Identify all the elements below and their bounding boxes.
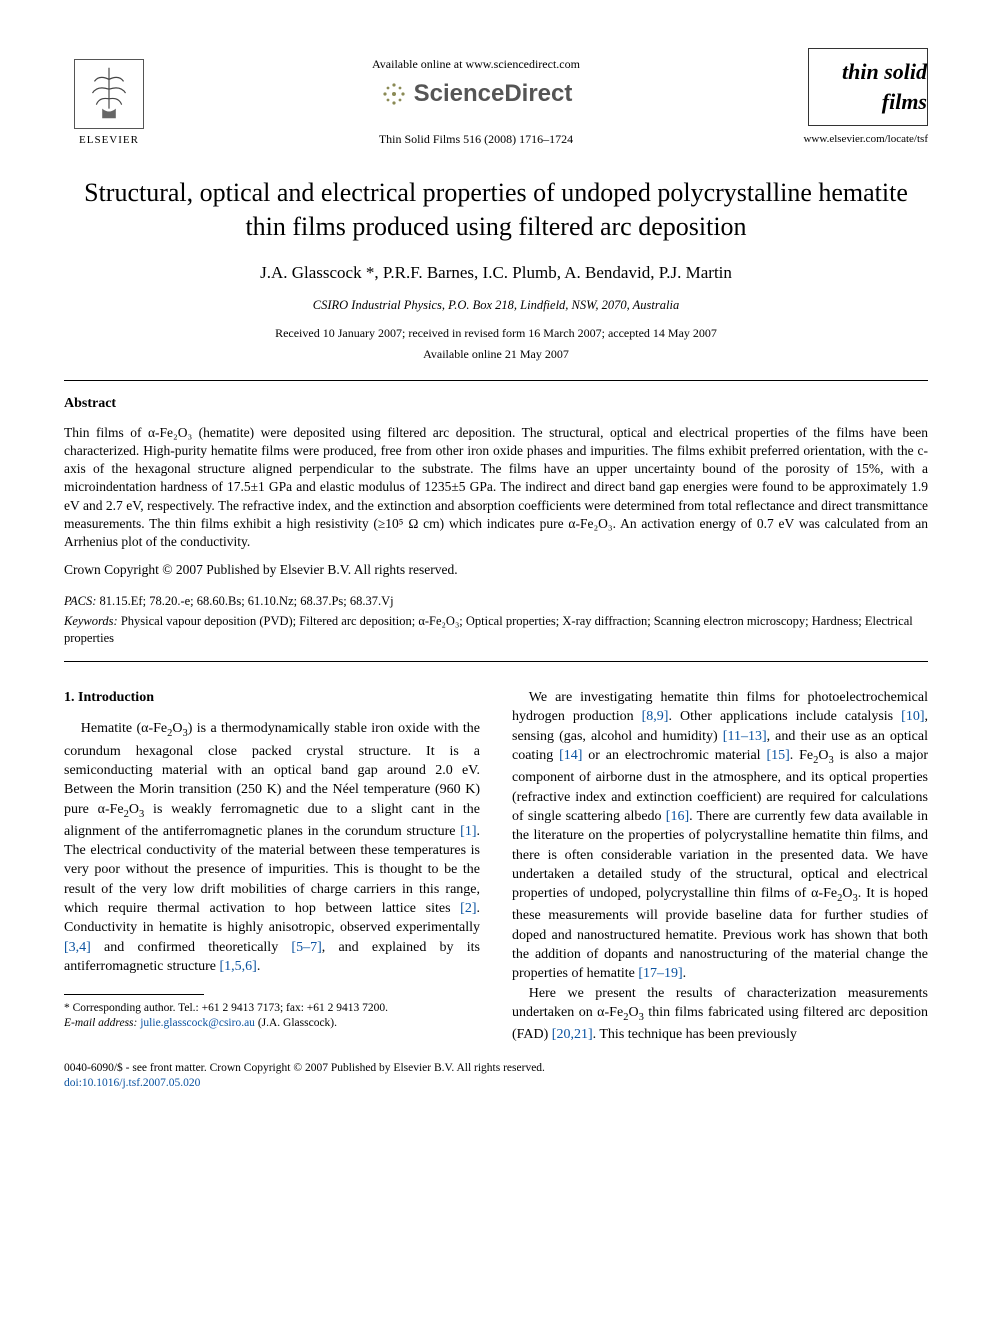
elsevier-label: ELSEVIER xyxy=(79,133,139,148)
corr-email-line: E-mail address: julie.glasscock@csiro.au… xyxy=(64,1016,480,1031)
journal-url: www.elsevier.com/locate/tsf xyxy=(798,132,928,147)
citation-link[interactable]: [5–7] xyxy=(291,940,321,955)
sciencedirect-burst-icon xyxy=(380,80,408,108)
keywords-label: Keywords: xyxy=(64,614,118,628)
journal-logo-text: thin solid films xyxy=(809,57,927,116)
corresponding-author-footnote: * Corresponding author. Tel.: +61 2 9413… xyxy=(64,1001,480,1031)
article-title: Structural, optical and electrical prope… xyxy=(64,176,928,244)
citation-link[interactable]: [1] xyxy=(460,824,476,839)
corr-author-line: * Corresponding author. Tel.: +61 2 9413… xyxy=(64,1001,480,1016)
available-online-text: Available online at www.sciencedirect.co… xyxy=(154,56,798,72)
footer: 0040-6090/$ - see front matter. Crown Co… xyxy=(64,1061,928,1092)
email-attribution: (J.A. Glasscock). xyxy=(255,1017,337,1029)
citation-link[interactable]: [16] xyxy=(666,809,689,824)
available-online-date: Available online 21 May 2007 xyxy=(64,346,928,362)
citation-link[interactable]: [14] xyxy=(559,748,582,763)
abstract-body: Thin films of α-Fe₂O₃ (hematite) were de… xyxy=(64,424,928,552)
abstract-heading: Abstract xyxy=(64,395,928,414)
citation-link[interactable]: [8,9] xyxy=(642,709,669,724)
received-dates: Received 10 January 2007; received in re… xyxy=(64,325,928,341)
keywords-values: Physical vapour deposition (PVD); Filter… xyxy=(64,614,913,645)
column-left: 1. Introduction Hematite (α-Fe2O3) is a … xyxy=(64,688,480,1045)
sciencedirect-text: ScienceDirect xyxy=(414,78,573,110)
sciencedirect-logo: ScienceDirect xyxy=(380,78,573,110)
authors: J.A. Glasscock *, P.R.F. Barnes, I.C. Pl… xyxy=(64,262,928,285)
journal-logo-box: thin solid films www.elsevier.com/locate… xyxy=(798,48,928,147)
citation-link[interactable]: [15] xyxy=(766,748,789,763)
page-header: ELSEVIER Available online at www.science… xyxy=(64,48,928,148)
body-columns: 1. Introduction Hematite (α-Fe2O3) is a … xyxy=(64,688,928,1045)
citation-link[interactable]: [2] xyxy=(460,901,476,916)
column-right: We are investigating hematite thin films… xyxy=(512,688,928,1045)
journal-logo: thin solid films xyxy=(808,48,928,126)
pacs-line: PACS: 81.15.Ef; 78.20.-e; 68.60.Bs; 61.1… xyxy=(64,593,928,610)
email-label: E-mail address: xyxy=(64,1017,137,1029)
pacs-label: PACS: xyxy=(64,594,96,608)
elsevier-tree-icon xyxy=(74,59,144,129)
footer-copyright: 0040-6090/$ - see front matter. Crown Co… xyxy=(64,1061,928,1077)
intro-paragraph-3: Here we present the results of character… xyxy=(512,984,928,1045)
section-1-heading: 1. Introduction xyxy=(64,688,480,707)
header-center: Available online at www.sciencedirect.co… xyxy=(154,48,798,147)
doi-link[interactable]: doi:10.1016/j.tsf.2007.05.020 xyxy=(64,1076,928,1092)
citation-link[interactable]: [10] xyxy=(901,709,924,724)
keywords-line: Keywords: Physical vapour deposition (PV… xyxy=(64,613,928,647)
email-link[interactable]: julie.glasscock@csiro.au xyxy=(137,1017,255,1029)
divider xyxy=(64,380,928,381)
copyright-line: Crown Copyright © 2007 Published by Else… xyxy=(64,561,928,579)
affiliation: CSIRO Industrial Physics, P.O. Box 218, … xyxy=(64,297,928,314)
intro-paragraph-1: Hematite (α-Fe2O3) is a thermodynamicall… xyxy=(64,719,480,976)
pacs-values: 81.15.Ef; 78.20.-e; 68.60.Bs; 61.10.Nz; … xyxy=(96,594,393,608)
footnote-divider xyxy=(64,994,204,995)
intro-paragraph-2: We are investigating hematite thin films… xyxy=(512,688,928,984)
divider xyxy=(64,661,928,662)
citation-link[interactable]: [1,5,6] xyxy=(219,959,256,974)
citation-link[interactable]: [17–19] xyxy=(638,966,682,981)
citation-link[interactable]: [20,21] xyxy=(552,1027,593,1042)
citation-link[interactable]: [3,4] xyxy=(64,940,91,955)
elsevier-logo: ELSEVIER xyxy=(64,48,154,148)
journal-reference: Thin Solid Films 516 (2008) 1716–1724 xyxy=(154,131,798,147)
citation-link[interactable]: [11–13] xyxy=(723,729,767,744)
